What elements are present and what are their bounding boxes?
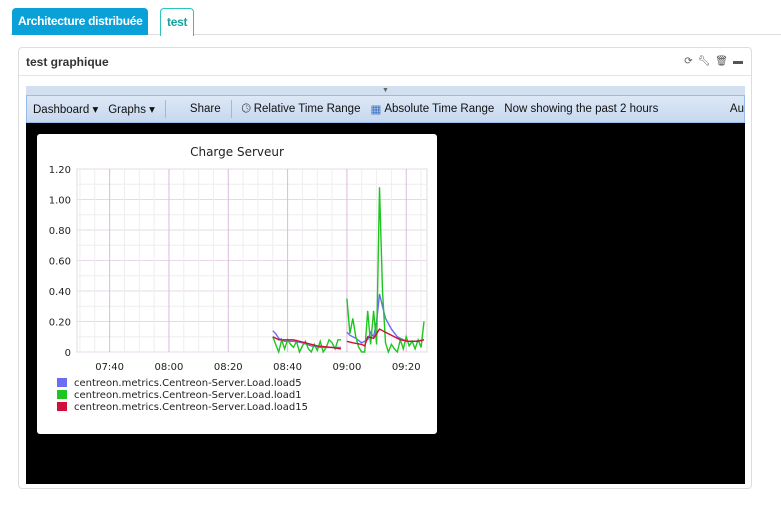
x-tick-label: 08:40	[273, 362, 302, 373]
clock-icon: 🕓︎	[241, 102, 251, 115]
trash-icon[interactable]: 🗑︎	[715, 56, 728, 67]
y-tick-label: 0.60	[49, 257, 71, 268]
divider	[164, 100, 166, 118]
dashboard-menu[interactable]: Dashboard ▾	[33, 104, 99, 116]
share-button[interactable]: Share	[189, 103, 221, 115]
graphite-frame: ▼ Dashboard ▾ Graphs ▾ Share 🕓︎ Relative…	[26, 86, 745, 484]
minimize-icon[interactable]: ▬	[733, 56, 743, 67]
wrench-icon[interactable]: 🔧︎	[697, 56, 711, 67]
x-tick-label: 07:40	[95, 362, 124, 373]
line-chart: Charge Serveur 0 0.20 0.40 0.60 0.80 1.00 1.20…	[49, 145, 428, 413]
dashboard-label: Dashboard	[33, 104, 90, 116]
y-tick-label: 0.80	[49, 226, 71, 237]
calendar-icon: ▦	[370, 104, 382, 116]
y-tick-label: 1.00	[49, 196, 71, 207]
y-tick-label: 1.20	[49, 165, 71, 176]
relative-time-range-button[interactable]: Relative Time Range	[253, 103, 361, 115]
legend-label: centreon.metrics.Centreon-Server.Load.lo…	[74, 378, 302, 389]
chart-title: Charge Serveur	[190, 145, 284, 159]
dashboard-tabs: Architecture distribuée test	[10, 8, 781, 36]
graphs-menu[interactable]: Graphs ▾	[108, 104, 155, 116]
graph-card: Charge Serveur 0 0.20 0.40 0.60 0.80 1.00 1.20…	[37, 134, 437, 434]
legend-swatch	[57, 378, 67, 387]
auto-refresh-button[interactable]: Au	[729, 103, 744, 115]
legend-label: centreon.metrics.Centreon-Server.Load.lo…	[74, 390, 302, 401]
legend-swatch	[57, 390, 67, 399]
legend-swatch	[57, 402, 67, 411]
refresh-icon[interactable]: ⟳	[684, 56, 693, 67]
legend-label: centreon.metrics.Centreon-Server.Load.lo…	[74, 402, 308, 413]
x-tick-label: 08:20	[214, 362, 243, 373]
divider	[230, 100, 232, 118]
widget-title: test graphique	[26, 55, 109, 69]
x-tick-label: 09:00	[333, 362, 362, 373]
widget-header: test graphique ⟳ 🔧︎ 🗑︎ ▬	[19, 48, 751, 76]
collapse-handle[interactable]: ▼	[26, 86, 745, 95]
y-tick-label: 0.20	[49, 318, 71, 329]
y-tick-label: 0.40	[49, 287, 71, 298]
x-tick-label: 08:00	[155, 362, 184, 373]
y-tick-label: 0	[65, 348, 71, 359]
time-range-status: Now showing the past 2 hours	[504, 103, 659, 115]
tab-test[interactable]: test	[160, 8, 195, 36]
graphite-toolbar: Dashboard ▾ Graphs ▾ Share 🕓︎ Relative T…	[26, 95, 745, 123]
graphs-label: Graphs	[108, 104, 146, 116]
x-tick-label: 09:20	[392, 362, 421, 373]
absolute-time-range-button[interactable]: Absolute Time Range	[384, 103, 495, 115]
tab-architecture-distribuee[interactable]: Architecture distribuée	[12, 8, 149, 35]
widget-panel: test graphique ⟳ 🔧︎ 🗑︎ ▬ ▼ Dashboard ▾ G…	[18, 47, 752, 489]
